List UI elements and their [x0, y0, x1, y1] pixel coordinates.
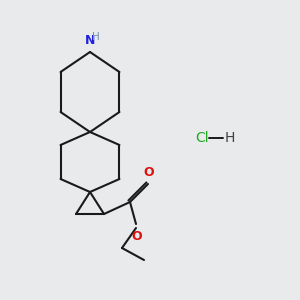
Text: O: O	[144, 166, 154, 179]
Text: N: N	[85, 34, 95, 47]
Text: H: H	[225, 131, 236, 145]
Text: H: H	[92, 32, 100, 42]
Text: Cl: Cl	[195, 131, 208, 145]
Text: O: O	[132, 230, 142, 243]
